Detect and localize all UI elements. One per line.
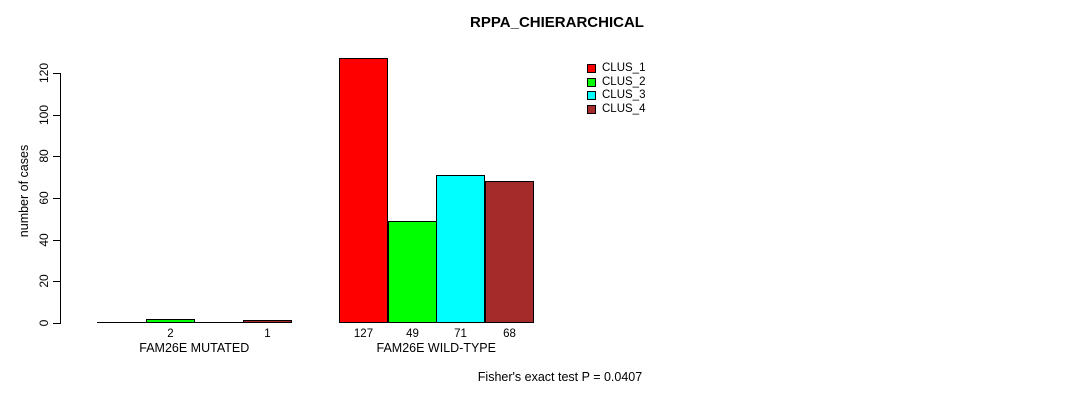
legend-row: CLUS_4 [587, 103, 645, 116]
legend-row: CLUS_3 [587, 89, 645, 102]
y-tick-label: 120 [37, 62, 51, 84]
legend-label: CLUS_2 [602, 76, 646, 88]
bar-clus_2 [146, 319, 195, 323]
group-label: FAM26E MUTATED [139, 341, 250, 355]
y-tick [53, 156, 60, 157]
group-label: FAM26E WILD-TYPE [376, 341, 496, 355]
bar-value-label: 127 [353, 328, 374, 340]
y-tick-label: 0 [37, 319, 51, 327]
annotation-text: Fisher's exact test P = 0.0407 [477, 370, 643, 384]
y-tick-label: 20 [37, 274, 51, 288]
bar-zero-clus_1 [97, 322, 146, 323]
y-tick-label: 100 [37, 104, 51, 126]
legend-swatch-clus_4 [587, 105, 596, 114]
y-tick [53, 281, 60, 282]
y-axis-label: number of cases [17, 144, 31, 238]
legend-label: CLUS_1 [602, 62, 646, 74]
bar-clus_3 [436, 175, 485, 323]
bar-clus_4 [243, 320, 292, 323]
bar-clus_2 [388, 221, 437, 323]
y-tick [53, 115, 60, 116]
bar-value-label: 68 [503, 328, 516, 340]
legend-label: CLUS_3 [602, 89, 646, 101]
y-tick-label: 80 [37, 149, 51, 163]
chart-title: RPPA_CHIERARCHICAL [470, 14, 644, 31]
y-tick [53, 323, 60, 324]
y-axis-line [60, 73, 61, 324]
bar-value-label: 49 [406, 328, 419, 340]
bar-clus_1 [339, 58, 388, 323]
legend-row: CLUS_1 [587, 62, 645, 75]
bar-value-label: 1 [264, 328, 271, 340]
y-tick-label: 60 [37, 191, 51, 205]
legend-row: CLUS_2 [587, 76, 645, 89]
y-tick [53, 73, 60, 74]
bar-clus_4 [485, 181, 534, 323]
legend-swatch-clus_3 [587, 91, 596, 100]
legend-swatch-clus_1 [587, 64, 596, 73]
bar-value-label: 71 [454, 328, 467, 340]
y-tick [53, 240, 60, 241]
bar-zero-clus_3 [194, 322, 243, 323]
bar-value-label: 2 [167, 328, 174, 340]
legend-swatch-clus_2 [587, 78, 596, 87]
y-tick-label: 40 [37, 233, 51, 247]
y-tick [53, 198, 60, 199]
legend-label: CLUS_4 [602, 103, 646, 115]
